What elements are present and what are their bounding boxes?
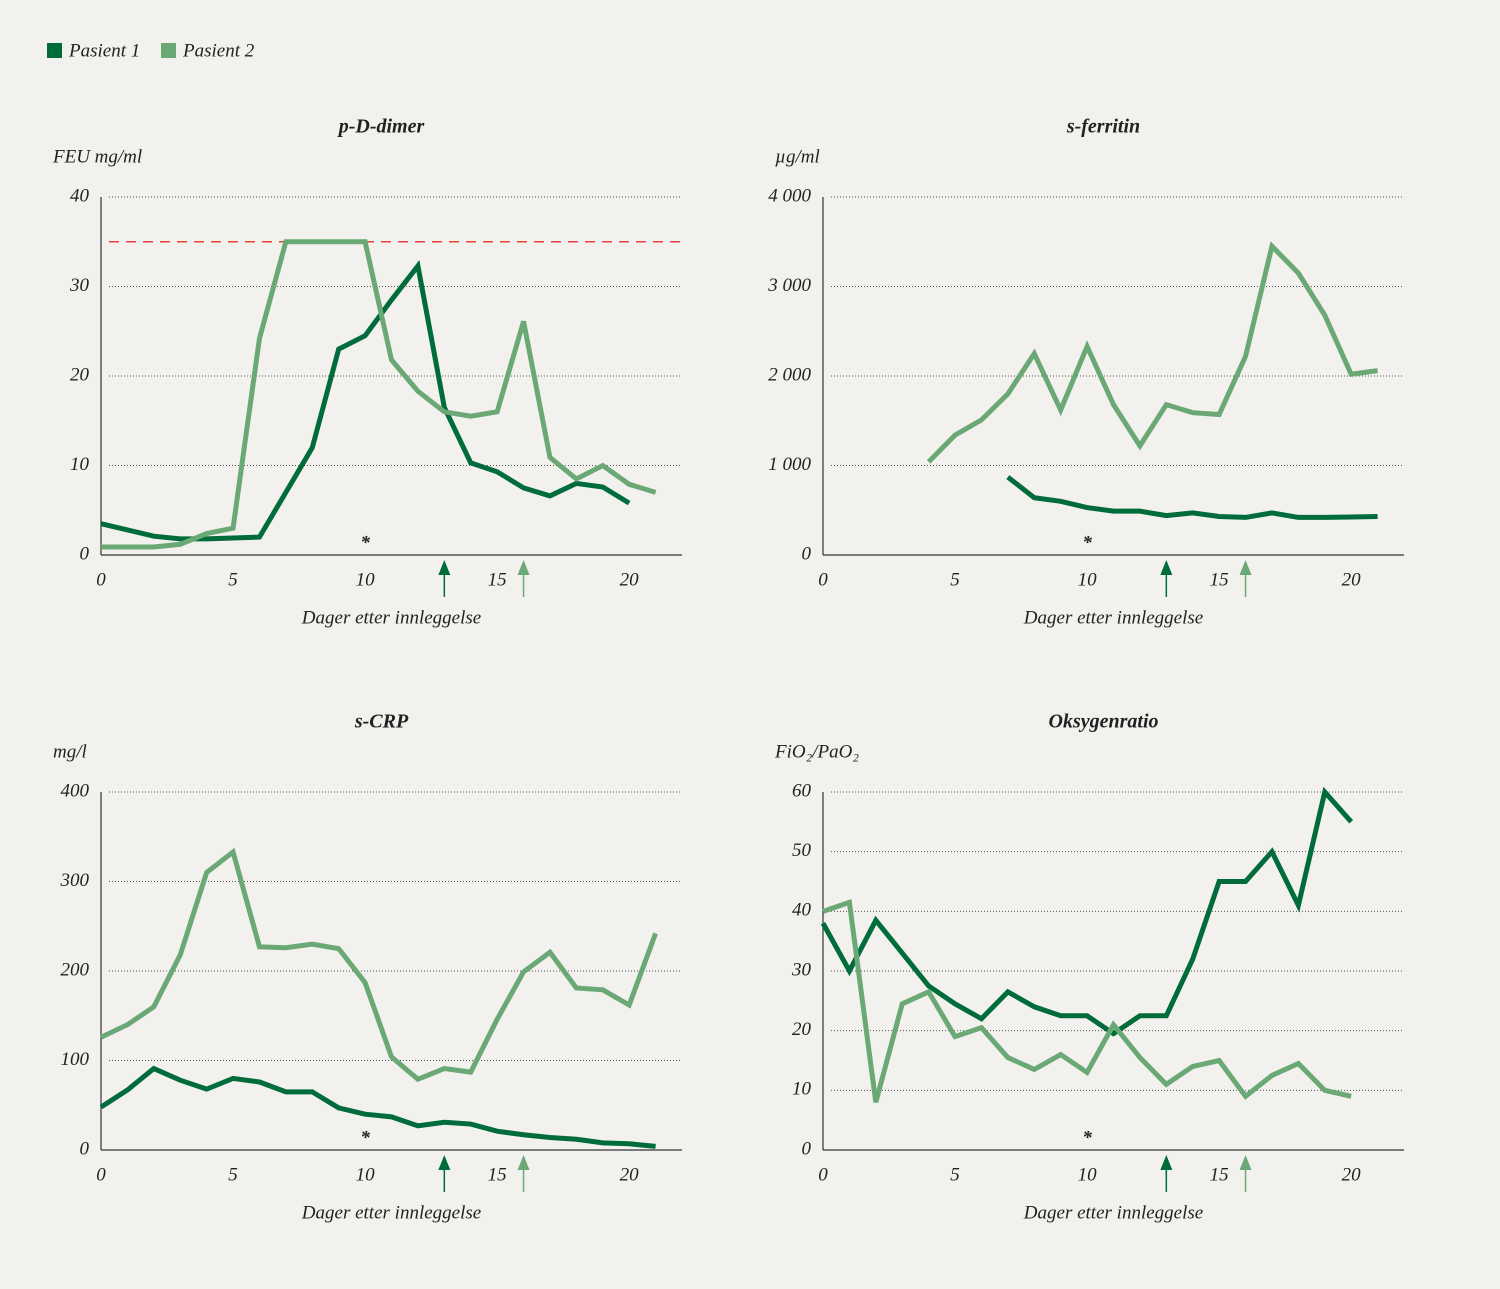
x-axis-label: Dager etter innleggelse bbox=[1023, 1202, 1203, 1223]
x-tick-label: 10 bbox=[1078, 1164, 1098, 1185]
y-tick-label: 0 bbox=[802, 1138, 812, 1159]
arrow-head bbox=[517, 1155, 530, 1170]
x-tick-label: 5 bbox=[228, 569, 238, 590]
annotation: * bbox=[1082, 1127, 1092, 1148]
x-tick-label: 10 bbox=[356, 569, 376, 590]
arrow-head bbox=[438, 560, 451, 575]
y-tick-label: 10 bbox=[70, 454, 90, 475]
y-tick-label: 300 bbox=[60, 870, 90, 891]
x-tick-label: 20 bbox=[620, 569, 640, 590]
x-axis-label: Dager etter innleggelse bbox=[301, 1202, 481, 1223]
chart-title: Oksygenratio bbox=[1049, 711, 1159, 733]
chart-title: s-ferritin bbox=[1066, 116, 1140, 138]
arrow-head bbox=[1239, 1155, 1252, 1170]
arrow-head bbox=[1160, 560, 1173, 575]
y-tick-label: 40 bbox=[70, 185, 90, 206]
y-tick-label: 20 bbox=[792, 1019, 812, 1040]
x-axis-label: Dager etter innleggelse bbox=[301, 607, 481, 628]
y-axis-label: mg/l bbox=[53, 741, 87, 762]
y-axis-label: µg/ml bbox=[775, 146, 820, 167]
series-line bbox=[822, 899, 1352, 1103]
x-tick-label: 0 bbox=[818, 569, 828, 590]
y-tick-label: 0 bbox=[80, 543, 90, 564]
y-tick-label: 0 bbox=[80, 1138, 90, 1159]
y-tick-label: 30 bbox=[69, 275, 90, 296]
x-tick-label: 15 bbox=[1210, 569, 1229, 590]
y-tick-label: 4 000 bbox=[768, 185, 811, 206]
annotation: * bbox=[360, 1127, 370, 1148]
y-tick-label: 100 bbox=[61, 1049, 90, 1070]
x-tick-label: 0 bbox=[96, 1164, 106, 1185]
chart-title: s-CRP bbox=[354, 711, 409, 733]
series-line bbox=[101, 239, 657, 550]
series-line bbox=[820, 786, 1354, 1037]
x-tick-label: 15 bbox=[1210, 1164, 1229, 1185]
arrow-head bbox=[517, 560, 530, 575]
y-tick-label: 40 bbox=[792, 900, 812, 921]
x-tick-label: 10 bbox=[356, 1164, 376, 1185]
x-tick-label: 20 bbox=[620, 1164, 640, 1185]
legend-label: Pasient 2 bbox=[182, 40, 255, 61]
y-tick-label: 1 000 bbox=[768, 454, 811, 475]
annotation: * bbox=[360, 532, 370, 553]
arrow-head bbox=[438, 1155, 451, 1170]
x-tick-label: 0 bbox=[96, 569, 106, 590]
series-line bbox=[926, 241, 1378, 464]
y-tick-label: 20 bbox=[70, 364, 90, 385]
series-line bbox=[99, 847, 658, 1083]
y-tick-label: 2 000 bbox=[768, 364, 811, 385]
y-tick-label: 50 bbox=[792, 840, 812, 861]
y-tick-label: 30 bbox=[791, 959, 812, 980]
x-tick-label: 5 bbox=[950, 1164, 960, 1185]
x-tick-label: 15 bbox=[488, 569, 507, 590]
y-tick-label: 200 bbox=[61, 959, 90, 980]
x-tick-label: 5 bbox=[950, 569, 960, 590]
y-tick-label: 3 000 bbox=[767, 275, 811, 296]
x-tick-label: 5 bbox=[228, 1164, 238, 1185]
y-tick-label: 0 bbox=[802, 543, 812, 564]
legend-swatch bbox=[161, 43, 176, 58]
x-tick-label: 15 bbox=[488, 1164, 507, 1185]
y-tick-label: 60 bbox=[792, 780, 812, 801]
legend-label: Pasient 1 bbox=[68, 40, 140, 61]
legend-swatch bbox=[47, 43, 62, 58]
x-tick-label: 20 bbox=[1342, 569, 1362, 590]
series-line bbox=[99, 1065, 656, 1149]
x-tick-label: 20 bbox=[1342, 1164, 1362, 1185]
x-axis-label: Dager etter innleggelse bbox=[1023, 607, 1203, 628]
y-tick-label: 10 bbox=[792, 1079, 812, 1100]
x-tick-label: 10 bbox=[1078, 569, 1098, 590]
y-axis-label: FEU mg/ml bbox=[52, 146, 142, 167]
y-tick-label: 400 bbox=[61, 780, 90, 801]
x-tick-label: 0 bbox=[818, 1164, 828, 1185]
chart-title: p-D-dimer bbox=[337, 116, 425, 138]
series-line bbox=[100, 259, 631, 542]
series-line bbox=[1006, 475, 1378, 520]
arrow-head bbox=[1239, 560, 1252, 575]
annotation: * bbox=[1082, 532, 1092, 553]
y-axis-label: FiO₂/PaO₂ bbox=[774, 741, 859, 762]
arrow-head bbox=[1160, 1155, 1173, 1170]
